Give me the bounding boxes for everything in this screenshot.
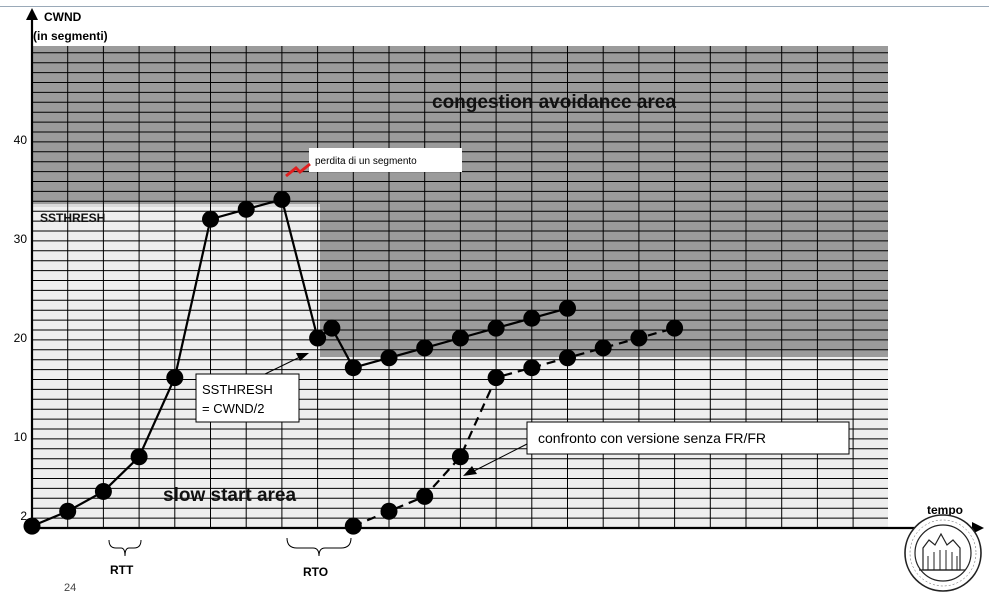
data-point-solid-10 bbox=[344, 359, 362, 377]
rtt-brace bbox=[108, 539, 142, 557]
data-point-solid-1 bbox=[59, 502, 77, 520]
data-point-dashed-5 bbox=[523, 359, 541, 377]
data-point-dashed-7 bbox=[594, 339, 612, 357]
y-tick-label-40: 40 bbox=[14, 133, 28, 147]
slow-start-label: slow start area bbox=[163, 485, 296, 506]
data-point-dashed-6 bbox=[559, 349, 576, 367]
loss-callout-box bbox=[309, 148, 462, 172]
data-point-solid-16 bbox=[559, 299, 576, 317]
university-seal-icon bbox=[904, 514, 982, 592]
ssthresh-callout-line1: SSTHRESH bbox=[202, 382, 273, 397]
congestion-avoidance-label: congestion avoidance area bbox=[432, 92, 676, 113]
data-point-solid-8 bbox=[309, 329, 327, 347]
ssthresh-area-label: SSTHRESH bbox=[40, 211, 105, 225]
loss-annotation: perdita di un segmento bbox=[315, 156, 417, 167]
comparison-callout-text: confronto con versione senza FR/FR bbox=[538, 430, 766, 446]
rto-label: RTO bbox=[303, 565, 328, 579]
ssthresh-callout-line2: = CWND/2 bbox=[202, 401, 264, 416]
series-layer bbox=[23, 190, 684, 535]
ssthresh-callout-box bbox=[195, 373, 300, 423]
data-point-dashed-2 bbox=[416, 487, 434, 505]
data-point-solid-6 bbox=[237, 200, 255, 218]
data-point-solid-12 bbox=[416, 339, 434, 357]
data-point-dashed-4 bbox=[487, 369, 505, 387]
data-point-dashed-3 bbox=[451, 448, 469, 466]
data-point-solid-0 bbox=[23, 517, 41, 535]
data-point-solid-7 bbox=[273, 190, 291, 208]
data-point-dashed-9 bbox=[666, 319, 684, 337]
y-axis-arrow-icon bbox=[26, 8, 38, 20]
data-point-dashed-1 bbox=[380, 502, 398, 520]
y-axis-title: CWND bbox=[44, 10, 82, 24]
data-point-solid-5 bbox=[202, 210, 219, 228]
y-tick-label-30: 30 bbox=[14, 232, 28, 246]
data-point-solid-13 bbox=[451, 329, 469, 347]
data-point-solid-3 bbox=[130, 448, 148, 466]
comparison-arrowhead-icon bbox=[463, 466, 477, 476]
ssthresh-line bbox=[32, 204, 320, 207]
data-point-solid-14 bbox=[487, 319, 505, 337]
ssthresh-callout-arrow bbox=[264, 356, 301, 375]
x-axis-arrow-icon bbox=[972, 522, 984, 534]
data-point-solid-4 bbox=[166, 369, 184, 387]
data-point-dashed-0 bbox=[344, 517, 362, 535]
comparison-callout-arrow bbox=[471, 443, 528, 473]
y-axis-title-line2: (in segmenti) bbox=[33, 29, 108, 43]
x-axis-title: tempo bbox=[927, 503, 963, 517]
comparison-callout-box bbox=[526, 421, 850, 455]
y-tick-label-20: 20 bbox=[14, 331, 28, 345]
series-line-dashed bbox=[352, 327, 675, 528]
grid bbox=[32, 46, 888, 528]
ssthresh-arrowhead-icon bbox=[296, 353, 309, 361]
y-tick-labels: 40 30 20 10 2 bbox=[14, 133, 28, 523]
y-tick-label-10: 10 bbox=[14, 430, 28, 444]
data-point-solid-2 bbox=[94, 482, 112, 500]
rtt-label: RTT bbox=[110, 563, 134, 577]
slide-number: 24 bbox=[64, 582, 77, 594]
data-point-solid-11 bbox=[380, 349, 398, 367]
data-point-solid-15 bbox=[523, 309, 541, 327]
y-tick-label-2: 2 bbox=[20, 509, 27, 523]
data-point-solid-9 bbox=[323, 319, 341, 337]
rto-brace bbox=[286, 537, 352, 557]
data-point-dashed-8 bbox=[630, 329, 648, 347]
loss-lightning-icon bbox=[285, 162, 311, 178]
